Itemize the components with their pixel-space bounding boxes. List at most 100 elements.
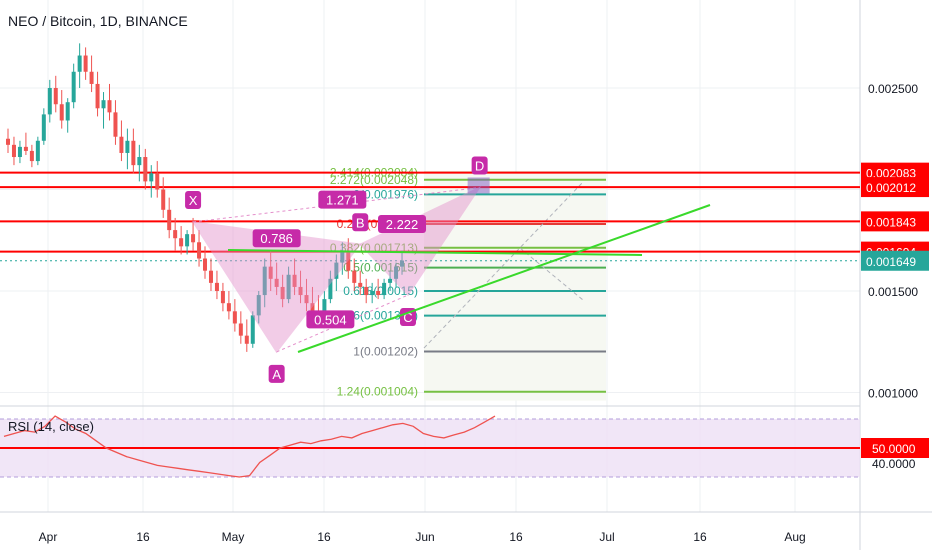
candle-body: [65, 102, 70, 121]
candle-body: [197, 242, 202, 259]
harmonic-point-badge: [399, 308, 416, 327]
candle-body: [286, 274, 291, 300]
trend-line-support: [297, 204, 711, 353]
candle-body: [328, 278, 333, 300]
candle-body: [370, 291, 375, 296]
rsi-value-badge: [861, 438, 929, 458]
fib-level-label: 0.618(0.0015): [343, 284, 418, 298]
rsi-tick-label: 40.0000: [872, 457, 916, 471]
price-axis[interactable]: 0.0025000.0015000.0010000.0020830.002012…: [861, 82, 929, 471]
candle-body: [23, 146, 28, 151]
harmonic-point-label: X: [189, 193, 198, 208]
candle-body: [346, 250, 351, 271]
harmonic-point-badge: [471, 156, 488, 175]
fib-trend-line: [423, 181, 584, 349]
time-tick-label: Jun: [415, 530, 434, 544]
candle-body: [298, 286, 303, 296]
price-level-badge: [861, 250, 929, 271]
candle-body: [113, 112, 118, 137]
candle-body: [226, 303, 231, 312]
candle-body: [388, 278, 393, 283]
candle-body: [143, 157, 148, 182]
fib-level-label: 0.5(0.001615): [343, 261, 418, 275]
candle-body: [71, 71, 76, 103]
candle-body: [232, 311, 237, 324]
candle-body: [59, 104, 64, 121]
rsi-panel: [0, 415, 860, 478]
harmonic-point-label: A: [272, 367, 281, 382]
candle-body: [250, 315, 255, 344]
candle-body: [107, 100, 112, 113]
harmonic-point-label: B: [356, 215, 365, 230]
candle-body: [238, 323, 243, 336]
price-level-value: 0.002012: [866, 181, 916, 195]
candlesticks: [6, 43, 405, 352]
harmonic-point-badge: [352, 213, 369, 232]
harmonic-point-badge: [185, 190, 202, 209]
candle-body: [208, 270, 213, 283]
price-tick-label: 0.001500: [868, 285, 918, 299]
harmonic-point-label: C: [403, 310, 412, 325]
fib-level-label: 2.272(0.002048): [330, 173, 418, 187]
fib-background: [424, 172, 606, 401]
time-tick-label: Apr: [39, 530, 58, 544]
candle-body: [334, 262, 339, 279]
harmonic-ratio-label: 0.504: [314, 312, 347, 327]
time-tick-label: May: [222, 530, 245, 544]
candle-body: [376, 291, 381, 296]
candle-body: [11, 144, 16, 158]
candle-body: [322, 299, 327, 316]
candle-body: [262, 266, 267, 296]
candle-body: [394, 266, 399, 279]
time-tick-label: 16: [509, 530, 523, 544]
candle-body: [137, 157, 142, 166]
price-level-badge: [861, 211, 929, 232]
time-tick-label: Aug: [784, 530, 805, 544]
candle-body: [340, 250, 345, 263]
time-tick-label: 16: [693, 530, 707, 544]
candle-body: [382, 282, 387, 296]
candle-body: [125, 140, 130, 153]
symbol-title: NEO / Bitcoin, 1D, BINANCE: [8, 13, 188, 29]
time-axis[interactable]: Apr 16 May 16 Jun 16 Jul 16 Aug: [39, 530, 806, 544]
candle-body: [17, 146, 22, 158]
harmonic-ratio-label: 1.271: [326, 193, 359, 208]
candle-body: [280, 286, 285, 300]
candle-body: [161, 189, 166, 210]
candle-body: [274, 278, 279, 287]
candle-body: [101, 100, 106, 109]
fib-level-label: 1(0.001202): [353, 344, 418, 358]
candle-body: [89, 71, 94, 84]
price-level-badge: [861, 177, 929, 198]
candle-body: [364, 286, 369, 296]
candle-body: [214, 282, 219, 291]
candle-body: [352, 270, 357, 283]
fib-level-label: 1.24(0.001004): [337, 385, 418, 399]
candle-body: [41, 114, 46, 141]
harmonic-point-label: D: [475, 158, 484, 173]
candle-body: [6, 138, 10, 145]
candle-body: [179, 238, 184, 247]
harmonic-pattern: X A B C D 0.786 0.504 1.271 2.222: [185, 156, 490, 383]
time-tick-label: Jul: [599, 530, 614, 544]
candle-body: [268, 266, 273, 279]
candle-body: [304, 295, 309, 304]
trend-line-horizontal: [227, 249, 643, 256]
price-level-value: 0.001843: [866, 215, 916, 229]
harmonic-target-box: [467, 177, 490, 194]
harmonic-ratio-badge: [306, 310, 355, 329]
candle-body: [191, 234, 196, 243]
harmonic-ratio-badge: [378, 215, 427, 234]
candle-body: [256, 295, 261, 316]
candle-body: [185, 234, 190, 247]
candle-body: [310, 303, 315, 312]
price-tick-label: 0.002500: [868, 82, 918, 96]
candle-body: [149, 173, 154, 182]
candle-body: [292, 274, 297, 287]
candle-body: [173, 230, 178, 239]
harmonic-ratio-label: 0.786: [260, 231, 293, 246]
harmonic-ratio-label: 2.222: [386, 217, 419, 232]
harmonic-point-badge: [268, 364, 285, 383]
harmonic-ratio-badge: [318, 190, 367, 209]
